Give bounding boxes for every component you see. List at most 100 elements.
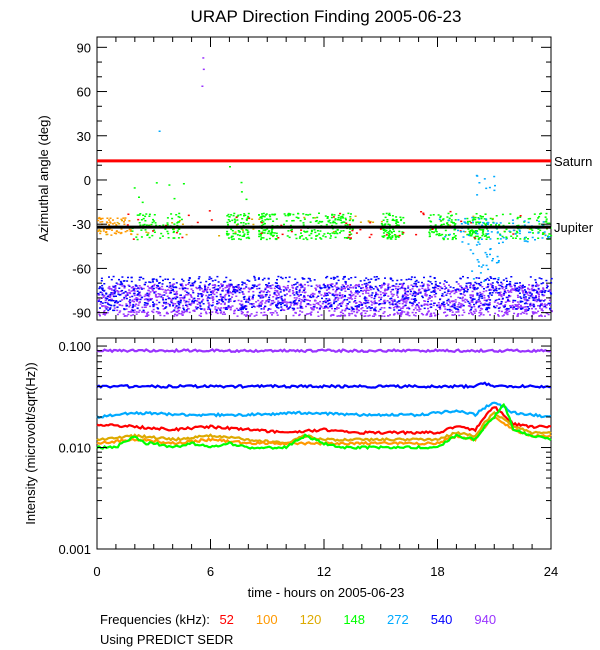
point-940-khz xyxy=(343,314,346,316)
point-272-khz xyxy=(487,230,489,232)
point-120-khz xyxy=(543,233,546,235)
point-272-khz xyxy=(476,233,479,235)
point-540-khz xyxy=(414,292,417,294)
point-540-khz xyxy=(399,309,402,311)
point-540-khz xyxy=(115,295,117,297)
point-540-khz xyxy=(185,304,187,306)
point-940-khz xyxy=(426,283,429,286)
point-940-khz xyxy=(307,299,310,301)
point-148-khz xyxy=(285,220,288,222)
point-940-khz xyxy=(127,284,130,286)
point-148-khz xyxy=(164,228,167,230)
point-940-khz xyxy=(479,309,482,312)
point-540-khz xyxy=(383,302,386,304)
point-148-khz xyxy=(470,230,473,232)
point-940-khz xyxy=(394,285,397,288)
point-940-khz xyxy=(343,286,346,288)
point-940-khz xyxy=(437,313,440,315)
point-540-khz xyxy=(275,304,277,306)
point-540-khz xyxy=(528,297,531,299)
point-940-khz xyxy=(174,313,176,316)
point-940-khz xyxy=(222,284,224,286)
point-148-khz xyxy=(300,232,302,234)
point-540-khz xyxy=(433,277,436,279)
point-940-khz xyxy=(293,304,296,306)
point-540-khz xyxy=(441,302,443,305)
point-940-khz xyxy=(175,290,178,293)
point-940-khz xyxy=(297,295,300,298)
point-540-khz xyxy=(107,303,109,305)
point-148-khz xyxy=(455,213,458,215)
point-540-khz xyxy=(529,292,532,294)
point-540-khz xyxy=(470,306,473,309)
point-540-khz xyxy=(222,301,225,303)
point-148-khz xyxy=(270,231,273,233)
point-940-khz xyxy=(236,284,239,287)
point-940-khz xyxy=(337,307,340,309)
point-940-khz xyxy=(212,298,215,300)
point-540-khz xyxy=(397,309,400,311)
point-940-khz xyxy=(329,315,332,317)
point-940-khz xyxy=(525,300,528,302)
point-540-khz xyxy=(474,281,477,284)
point-540-khz xyxy=(486,277,489,280)
point-540-khz xyxy=(158,288,161,290)
point-540-khz xyxy=(152,305,155,308)
point-940-khz xyxy=(478,300,481,303)
point-940-khz xyxy=(374,314,377,316)
point-940-khz xyxy=(155,311,158,313)
point-940-khz xyxy=(198,314,201,317)
point-148-khz xyxy=(318,233,321,235)
point-148-khz xyxy=(236,215,239,218)
point-540-khz xyxy=(521,307,524,310)
point-540-khz xyxy=(524,291,527,294)
point-940-khz xyxy=(539,307,541,309)
point-148-khz xyxy=(391,236,394,238)
point-940-khz xyxy=(325,289,328,291)
point-940-khz xyxy=(168,305,171,307)
point-940-khz xyxy=(479,302,482,304)
point-540-khz xyxy=(222,296,225,298)
point-540-khz xyxy=(478,282,480,285)
point-540-khz xyxy=(273,292,276,295)
point-272-khz xyxy=(548,236,551,238)
point-940-khz xyxy=(418,310,421,312)
point-540-khz xyxy=(227,301,230,303)
point-540-khz xyxy=(392,288,395,291)
point-272-khz xyxy=(461,241,464,243)
point-940-khz xyxy=(286,285,289,287)
point-540-khz xyxy=(177,302,180,305)
point-940-khz xyxy=(482,290,485,293)
point-940-khz xyxy=(136,297,139,300)
point-940-khz xyxy=(479,313,482,316)
point-940-khz xyxy=(320,314,323,316)
point-940-khz xyxy=(125,303,128,305)
point-148-khz xyxy=(488,236,490,238)
point-272-khz xyxy=(544,234,547,237)
point-940-khz xyxy=(248,303,251,305)
point-540-khz xyxy=(323,286,326,289)
point-148-khz xyxy=(474,235,477,238)
point-940-khz xyxy=(300,286,303,289)
point-940-khz xyxy=(285,306,288,308)
point-540-khz xyxy=(267,301,270,303)
point-940-khz xyxy=(544,315,546,317)
point-940-khz xyxy=(276,303,279,306)
point-540-khz xyxy=(360,289,362,292)
point-148-khz xyxy=(138,222,141,224)
point-148-khz xyxy=(439,216,442,218)
point-540-khz xyxy=(179,299,182,302)
point-148-khz xyxy=(381,224,384,226)
point-940-khz xyxy=(159,314,162,317)
point-940-khz xyxy=(211,296,214,298)
point-940-khz xyxy=(344,290,347,292)
point-540-khz xyxy=(494,299,497,302)
point-540-khz xyxy=(452,287,455,289)
point-940-khz xyxy=(461,298,464,300)
point-540-khz xyxy=(131,306,134,309)
point-940-khz xyxy=(312,303,315,306)
point-940-khz xyxy=(124,315,127,317)
point-940-khz xyxy=(494,286,497,288)
point-940-khz xyxy=(284,286,287,289)
point-540-khz xyxy=(267,282,270,284)
